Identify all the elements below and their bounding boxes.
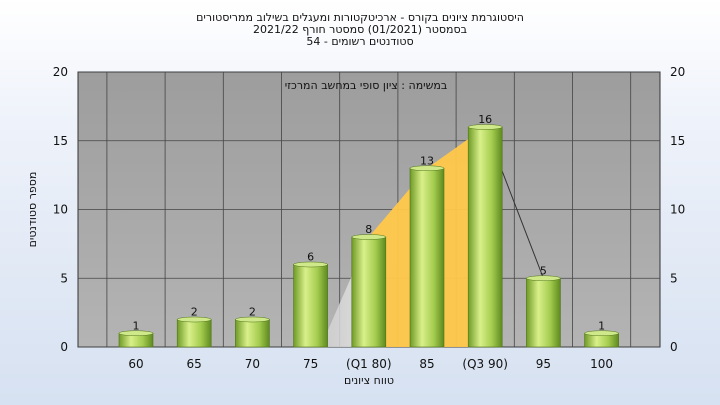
bar-value-label: 2 xyxy=(191,306,198,319)
x-tick-label: (Q1 80) xyxy=(346,357,392,371)
bar xyxy=(293,264,328,348)
y-tick-label-right: 5 xyxy=(670,271,678,285)
plot-annotation: במשימה : ציון סופי במחשב המרכזי xyxy=(285,79,448,92)
bar-value-label: 16 xyxy=(478,113,492,126)
bar xyxy=(467,126,503,348)
y-tick-label-right: 0 xyxy=(670,340,678,354)
bar-value-label: 1 xyxy=(133,319,140,332)
x-tick-label: (Q3 90) xyxy=(462,357,508,371)
chart-subtitle-semester: בסמסטר (01/2021) סמסטר חורף 2021/22 xyxy=(253,23,467,36)
y-tick-label-left: 5 xyxy=(60,271,68,285)
bar-top xyxy=(409,165,445,171)
y-tick-label-left: 10 xyxy=(53,203,68,217)
x-tick-label: 100 xyxy=(590,357,613,371)
y-tick-label-right: 15 xyxy=(670,134,685,148)
bar-value-label: 6 xyxy=(307,251,314,264)
bar-top xyxy=(526,275,561,281)
chart-subtitle-students: סטודנטים רשומים - 54 xyxy=(306,35,414,48)
bar-top xyxy=(293,261,328,268)
bar xyxy=(235,319,270,348)
x-tick-label: 65 xyxy=(187,357,202,371)
bar-value-label: 5 xyxy=(540,264,547,277)
bar-top xyxy=(584,330,619,336)
bar-top xyxy=(467,124,503,130)
bar xyxy=(351,236,387,348)
bar-top xyxy=(351,234,387,240)
bar-top xyxy=(176,316,212,323)
bar-value-label: 13 xyxy=(420,154,434,167)
x-axis-label: טווח ציונים xyxy=(344,374,394,387)
x-tick-label: 85 xyxy=(419,357,434,371)
bar-value-label: 2 xyxy=(249,306,256,319)
y-tick-label-left: 20 xyxy=(53,65,68,79)
bar xyxy=(526,277,561,348)
y-tick-label-left: 15 xyxy=(53,134,68,148)
x-tick-label: 75 xyxy=(303,357,318,371)
bar xyxy=(176,319,212,348)
chart-title: היסטוגרמת ציונים בקורס - ארכיטקטורות ומע… xyxy=(196,11,524,24)
x-tick-label: 60 xyxy=(128,357,143,371)
bar-value-label: 1 xyxy=(598,319,605,332)
bar-top xyxy=(235,316,270,323)
bar xyxy=(409,167,445,348)
y-tick-label-left: 0 xyxy=(60,340,68,354)
x-tick-label: 70 xyxy=(245,357,260,371)
bar-value-label: 8 xyxy=(365,223,372,236)
y-tick-label-right: 20 xyxy=(670,65,685,79)
y-tick-label-right: 10 xyxy=(670,203,685,217)
bar-top xyxy=(118,330,154,336)
y-axis-label: מספר סטודנטים xyxy=(26,172,39,248)
x-tick-label: 95 xyxy=(536,357,551,371)
